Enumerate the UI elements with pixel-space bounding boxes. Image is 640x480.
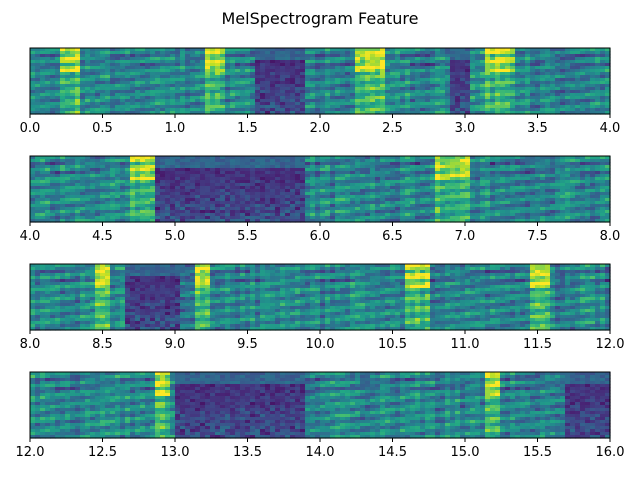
spectrogram-panel-4: 12.0 12.5 13.0 13.5 14.0 14.5 15.0 15.5 16.0 (16, 371, 625, 460)
x-tick-label: 9.5 (237, 337, 258, 352)
x-tick-label: 8.0 (600, 229, 621, 244)
x-tick-label: 8.5 (92, 337, 113, 352)
spectrogram-heatmap (30, 264, 611, 331)
spectrogram-heatmap (30, 156, 611, 223)
x-tick-label: 4.0 (600, 121, 621, 136)
x-tick-label: 12.0 (596, 337, 625, 352)
x-tick-label: 4.5 (92, 229, 113, 244)
x-tick-label: 10.0 (306, 337, 335, 352)
x-tick-label: 14.5 (378, 445, 407, 460)
x-tick-label: 5.0 (165, 229, 186, 244)
x-tick-label: 13.0 (161, 445, 190, 460)
x-tick-label: 7.5 (527, 229, 548, 244)
x-tick-label: 0.5 (92, 121, 113, 136)
x-tick-label: 10.5 (378, 337, 407, 352)
x-tick-label: 9.0 (165, 337, 186, 352)
x-tick-label: 11.5 (523, 337, 552, 352)
x-tick-label: 8.0 (20, 337, 41, 352)
x-tick-label: 3.0 (455, 121, 476, 136)
x-tick-label: 15.0 (451, 445, 480, 460)
x-tick-label: 6.5 (382, 229, 403, 244)
x-tick-label: 0.0 (20, 121, 41, 136)
spectrogram-panel-1: 0.0 0.5 1.0 1.5 2.0 2.5 3.0 3.5 4.0 (20, 47, 621, 136)
spectrogram-panel-3: 8.0 8.5 9.0 9.5 10.0 10.5 11.0 11.5 12.0 (20, 263, 625, 352)
x-tick-label: 13.5 (233, 445, 262, 460)
spectrogram-heatmap (30, 48, 611, 115)
figure-title: MelSpectrogram Feature (221, 9, 418, 28)
x-tick-label: 12.5 (88, 445, 117, 460)
x-tick-label: 1.5 (237, 121, 258, 136)
x-tick-label: 4.0 (20, 229, 41, 244)
x-tick-label: 16.0 (596, 445, 625, 460)
x-tick-label: 11.0 (451, 337, 480, 352)
spectrogram-heatmap (30, 372, 611, 439)
x-tick-label: 15.5 (523, 445, 552, 460)
x-tick-label: 2.5 (382, 121, 403, 136)
x-tick-label: 2.0 (310, 121, 331, 136)
x-tick-label: 3.5 (527, 121, 548, 136)
x-tick-label: 1.0 (165, 121, 186, 136)
x-tick-label: 6.0 (310, 229, 331, 244)
x-tick-label: 12.0 (16, 445, 45, 460)
x-tick-label: 14.0 (306, 445, 335, 460)
x-tick-label: 7.0 (455, 229, 476, 244)
x-tick-label: 5.5 (237, 229, 258, 244)
spectrogram-panel-2: 4.0 4.5 5.0 5.5 6.0 6.5 7.0 7.5 8.0 (20, 155, 621, 244)
